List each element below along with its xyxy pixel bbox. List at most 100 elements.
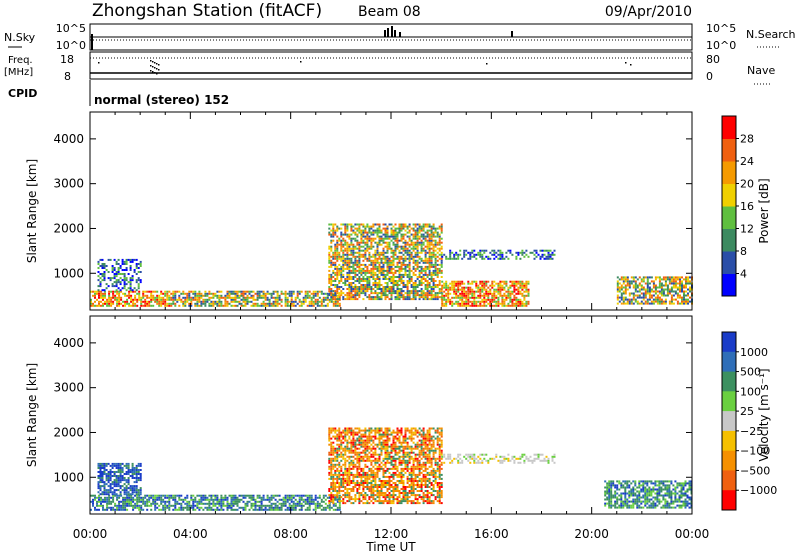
velocity-cell (190, 504, 193, 507)
power-cell (342, 263, 345, 266)
power-cell (394, 296, 397, 299)
power-cell (493, 288, 496, 291)
power-cell (501, 251, 504, 254)
power-cell (368, 263, 371, 266)
power-cell (370, 237, 373, 240)
velocity-cell (358, 457, 361, 460)
power-cell (670, 282, 673, 285)
power-cell (338, 298, 341, 301)
power-cell (398, 273, 401, 276)
power-cell (676, 288, 679, 291)
power-cell (340, 255, 343, 258)
power-cell (517, 304, 520, 307)
power-cell (114, 296, 117, 299)
power-cell (497, 288, 500, 291)
velocity-cell (358, 488, 361, 490)
power-cell (332, 284, 335, 286)
power-cell (495, 296, 498, 299)
power-cell (100, 304, 102, 307)
velocity-cell (330, 488, 333, 490)
velocity-cell (360, 500, 363, 503)
power-cell (396, 227, 399, 230)
velocity-cell (340, 439, 343, 442)
power-cell (426, 280, 429, 282)
power-cell (689, 276, 691, 279)
velocity-cell (139, 473, 142, 475)
velocity-cell (270, 504, 273, 507)
velocity-cell (358, 465, 361, 468)
velocity-cell (366, 488, 369, 490)
power-cell (420, 265, 423, 268)
velocity-cell (370, 492, 373, 494)
power-cell (656, 294, 659, 297)
power-cell (642, 302, 645, 305)
power-cell (332, 304, 335, 307)
velocity-cell (266, 498, 269, 501)
power-cell (368, 247, 371, 250)
velocity-cell (135, 467, 138, 469)
power-cell (122, 300, 125, 303)
power-cell (453, 286, 456, 289)
power-cell (414, 294, 417, 297)
power-cell (348, 292, 351, 295)
power-cell (402, 253, 405, 256)
velocity-cell (366, 482, 369, 484)
power-cell (178, 294, 181, 297)
velocity-cell (370, 469, 373, 472)
velocity-cell (328, 471, 331, 474)
velocity-cell (250, 504, 253, 507)
velocity-cell (124, 502, 127, 505)
power-cell (656, 302, 659, 305)
power-cell (461, 304, 464, 307)
velocity-cell (324, 494, 327, 497)
power-cell (118, 290, 121, 293)
power-cell (630, 302, 633, 305)
power-cell (296, 292, 299, 295)
velocity-cell (296, 500, 299, 503)
velocity-cell (135, 469, 138, 471)
velocity-cell (113, 491, 116, 494)
velocity-cell (97, 467, 100, 469)
velocity-cell (230, 496, 233, 499)
freq-left-tick-top: 18 (60, 53, 74, 66)
power-cell (499, 249, 502, 252)
power-cell (505, 280, 508, 283)
power-cell (103, 275, 106, 278)
power-cell (527, 288, 530, 291)
power-cell (503, 302, 506, 305)
power-cell (350, 229, 353, 232)
power-cell (499, 294, 502, 297)
velocity-cell (117, 467, 120, 469)
power-cell (348, 282, 351, 284)
power-cell (386, 265, 389, 268)
power-cell (519, 284, 522, 287)
power-cell (352, 231, 355, 234)
velocity-cell (332, 486, 335, 488)
power-cell (224, 296, 227, 299)
velocity-cell (330, 494, 333, 497)
velocity-cell (100, 496, 102, 499)
power-cell (332, 302, 335, 305)
power-cell (362, 280, 365, 282)
power-cell (132, 290, 135, 293)
power-cell (296, 294, 299, 297)
power-cell (408, 273, 411, 276)
velocity-cell (156, 498, 159, 501)
velocity-cell (280, 506, 283, 509)
power-cell (483, 292, 486, 295)
power-cell (308, 290, 311, 293)
power-cell (119, 281, 122, 284)
velocity-cell (90, 500, 92, 503)
velocity-cell (137, 464, 140, 467)
power-cell (152, 290, 155, 293)
power-cell (306, 290, 309, 293)
power-cell (624, 296, 627, 299)
power-cell (626, 280, 629, 283)
power-cell (127, 281, 130, 284)
power-cell (485, 290, 488, 293)
power-cell (652, 294, 655, 297)
velocity-cell (294, 498, 297, 501)
power-cell (640, 302, 643, 305)
power-cell (443, 282, 446, 285)
velocity-cell (366, 500, 369, 503)
